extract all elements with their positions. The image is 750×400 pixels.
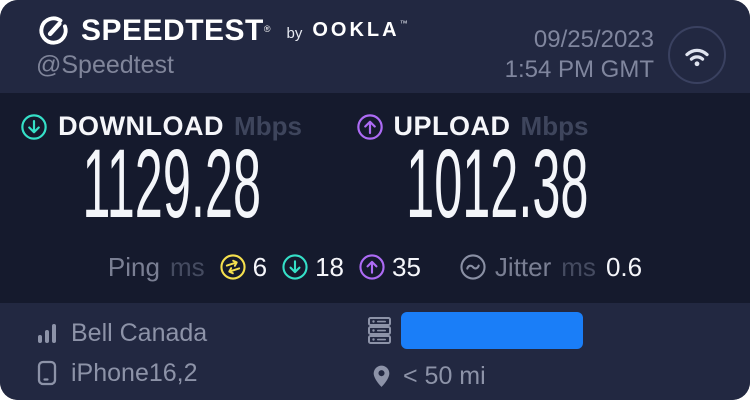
registered-mark: ® <box>263 23 271 34</box>
distance-row: < 50 mi <box>366 356 583 396</box>
upload-result: UPLOAD Mbps 1012.38 <box>322 111 622 238</box>
wifi-icon <box>685 48 709 67</box>
ping-download-value: 18 <box>315 251 344 282</box>
brand-by: by <box>286 25 303 42</box>
user-handle: @Speedtest <box>36 51 174 79</box>
server-icon <box>368 317 391 344</box>
device-row: iPhone16,2 <box>36 353 750 393</box>
ping-label: Ping <box>107 251 160 282</box>
server-distance: < 50 mi <box>403 361 486 390</box>
jitter-label: Jitter <box>494 251 552 282</box>
test-time: 1:54 PM GMT <box>504 56 654 83</box>
device-name: iPhone16,2 <box>71 358 198 387</box>
header: SPEEDTEST® by OOKLA™ @Speedtest 09/25/20… <box>0 0 750 93</box>
jitter-icon <box>460 254 486 280</box>
upload-label: UPLOAD <box>393 111 511 141</box>
phone-icon <box>37 360 57 386</box>
brand-wordmark: SPEEDTEST® <box>81 14 271 48</box>
speed-results: DOWNLOAD Mbps 1129.28 UPLOAD Mbps 1012.3… <box>0 111 750 238</box>
test-datetime: 09/25/2023 1:54 PM GMT <box>505 25 654 85</box>
test-date: 09/25/2023 <box>533 26 654 53</box>
isp-row: Bell Canada <box>36 313 750 353</box>
jitter-unit: ms <box>561 251 596 282</box>
ookla-name: OOKLA <box>312 19 400 41</box>
ookla-wordmark: OOKLA™ <box>312 19 407 42</box>
ping-idle-value: 6 <box>252 251 268 282</box>
ping-idle-icon <box>220 254 246 280</box>
ping-upload-icon <box>359 254 385 280</box>
brand-name: SPEEDTEST <box>81 13 264 47</box>
location-pin-icon <box>373 365 390 387</box>
brand-row: SPEEDTEST® by OOKLA™ <box>36 13 408 48</box>
download-unit: Mbps <box>234 111 302 141</box>
header-right: 09/25/2023 1:54 PM GMT <box>505 13 726 93</box>
gauge-logo-icon <box>39 16 68 45</box>
connection-type-badge <box>668 26 726 84</box>
signal-bars-icon <box>38 324 56 343</box>
download-icon <box>21 113 47 140</box>
ping-download-icon <box>282 254 308 280</box>
brand-block: SPEEDTEST® by OOKLA™ @Speedtest <box>36 13 408 93</box>
results-panel: DOWNLOAD Mbps 1129.28 UPLOAD Mbps 1012.3… <box>0 93 750 303</box>
upload-label-row: UPLOAD Mbps <box>322 111 622 142</box>
trademark-mark: ™ <box>399 19 408 28</box>
jitter-value: 0.6 <box>605 251 643 282</box>
isp-name: Bell Canada <box>71 318 208 347</box>
footer-right: < 50 mi <box>366 308 583 396</box>
ping-upload-value: 35 <box>392 251 421 282</box>
download-value: 1129.28 <box>82 129 262 238</box>
download-result: DOWNLOAD Mbps 1129.28 <box>0 111 322 238</box>
upload-unit: Mbps <box>520 111 589 141</box>
download-label-row: DOWNLOAD Mbps <box>0 111 322 142</box>
ping-unit: ms <box>169 251 205 282</box>
server-row <box>366 308 583 352</box>
latency-row: Ping ms 6 18 35 <box>0 252 750 283</box>
download-label: DOWNLOAD <box>58 111 225 141</box>
upload-value: 1012.38 <box>406 129 589 238</box>
upload-icon <box>356 113 383 140</box>
server-name-redaction <box>401 311 583 349</box>
footer: Bell Canada iPhone16,2 <box>0 303 750 400</box>
